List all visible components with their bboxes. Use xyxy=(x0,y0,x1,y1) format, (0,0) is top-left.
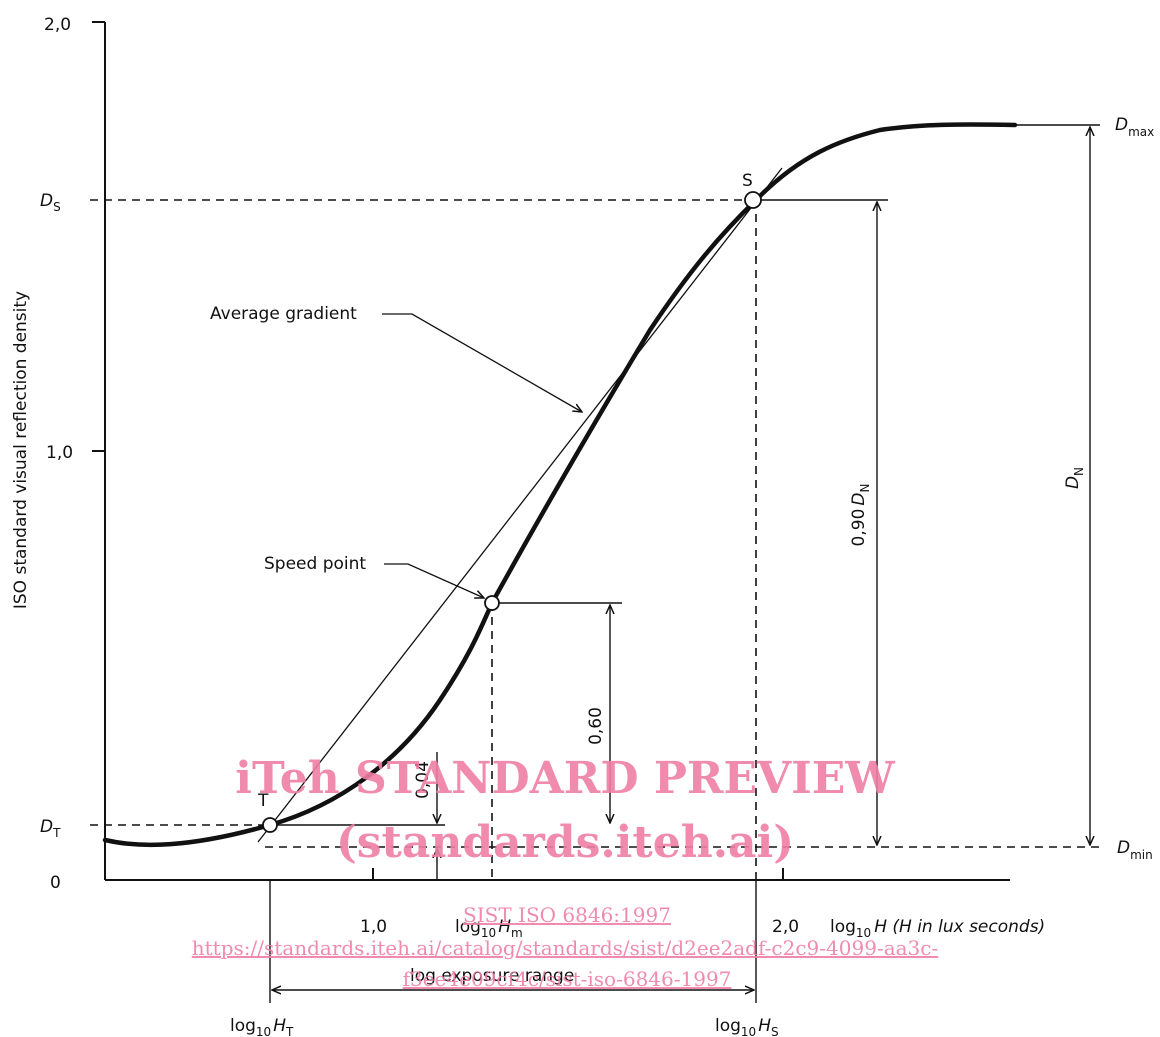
speed-point-label: Speed point xyxy=(264,554,366,574)
average-gradient-leader xyxy=(382,313,582,412)
dn-label: DN xyxy=(1063,467,1086,489)
watermark-line-3[interactable]: SIST ISO 6846:1997 xyxy=(463,903,671,927)
log-hm-label: log10 Hm xyxy=(455,917,523,940)
watermark-line-1: iTeh STANDARD PREVIEW xyxy=(235,753,895,804)
log-range-label: log exposure range xyxy=(410,966,574,986)
dt-label: DT xyxy=(40,817,61,840)
d004-label: 0,04 xyxy=(413,761,433,799)
speed-point-leader xyxy=(384,563,484,598)
dashed-guides xyxy=(90,199,1100,880)
y-tick-label-2: 2,0 xyxy=(44,15,71,35)
d060-label: 0,60 xyxy=(586,707,606,745)
speed-point-marker xyxy=(484,595,500,611)
reference-lines xyxy=(269,124,1100,1003)
average-gradient-label: Average gradient xyxy=(210,304,357,324)
point-s-label: S xyxy=(742,171,753,191)
log-ht-label: log10 HT xyxy=(230,1016,294,1037)
axes xyxy=(92,21,1010,881)
x-tick-label-2: 2,0 xyxy=(772,917,799,937)
y-tick-label-1: 1,0 xyxy=(46,443,73,463)
y-axis-title: ISO standard visual reflection density xyxy=(11,291,31,609)
x-axis-title: log10 H (H in lux seconds) xyxy=(830,917,1045,940)
watermark-line-4[interactable]: https://standards.iteh.ai/catalog/standa… xyxy=(192,936,938,960)
x-tick-label-1: 1,0 xyxy=(360,917,387,937)
ds-label: DS xyxy=(40,191,61,214)
d090-label: 0,90DN xyxy=(849,484,872,547)
watermark: iTeh STANDARD PREVIEW (standards.iteh.ai… xyxy=(192,753,938,991)
y-tick-label-0: 0 xyxy=(50,873,61,893)
characteristic-curve xyxy=(102,122,1018,848)
dmax-label: Dmax xyxy=(1115,115,1154,139)
dimension-arrows xyxy=(272,127,1090,990)
point-s-marker xyxy=(744,191,762,209)
watermark-line-5[interactable]: f3ee4e09cf4c/sist-iso-6846-1997 xyxy=(403,967,732,991)
watermark-line-2: (standards.iteh.ai) xyxy=(336,817,794,868)
point-t-marker xyxy=(262,817,278,833)
log-hs-label: log10 HS xyxy=(715,1016,779,1037)
dmin-label: Dmin xyxy=(1117,838,1153,862)
point-t-label: T xyxy=(257,791,269,811)
average-gradient-line xyxy=(257,167,783,843)
